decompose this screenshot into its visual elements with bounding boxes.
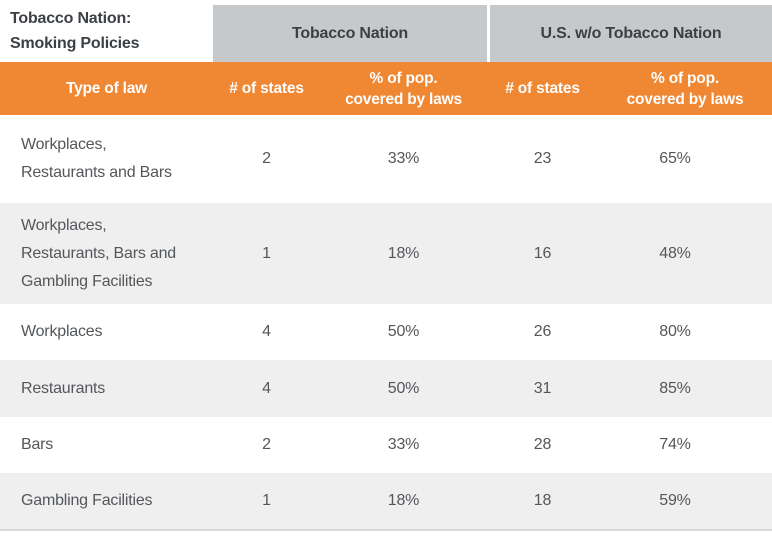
table-row-law-label: Workplaces, Restaurants, Bars and Gambli… <box>0 203 213 304</box>
table-cell-us-states: 26 <box>487 304 598 360</box>
column-header-type-of-law: Type of law <box>0 62 213 115</box>
table-row-law-label: Restaurants <box>0 360 213 417</box>
table-row-law-label: Bars <box>0 417 213 473</box>
table-cell-tn-pct: 33% <box>320 417 487 473</box>
table-bottom-border <box>0 529 772 531</box>
table-cell-tn-pct: 50% <box>320 304 487 360</box>
table-cell-us-states: 18 <box>487 473 598 529</box>
column-header-tn-pct-pop: % of pop. covered by laws <box>320 62 487 115</box>
table-cell-tn-pct: 50% <box>320 360 487 417</box>
group-divider <box>487 5 490 62</box>
table-row-law-label: Workplaces <box>0 304 213 360</box>
column-header-us-pct-pop: % of pop. covered by laws <box>598 62 772 115</box>
table-header-area: Tobacco Nation: Smoking Policies Tobacco… <box>0 0 772 62</box>
table-cell-us-states: 31 <box>487 360 598 417</box>
table-cell-us-states: 23 <box>487 115 598 203</box>
table-cell-us-pct: 65% <box>598 115 772 203</box>
page-title: Tobacco Nation: Smoking Policies <box>10 10 140 52</box>
table-cell-tn-pct: 18% <box>320 203 487 304</box>
table-cell-tn-states: 4 <box>213 360 320 417</box>
data-table: Type of law # of states % of pop. covere… <box>0 62 772 529</box>
table-cell-tn-states: 4 <box>213 304 320 360</box>
table-cell-tn-pct: 33% <box>320 115 487 203</box>
table-cell-tn-states: 2 <box>213 115 320 203</box>
table-cell-tn-states: 1 <box>213 203 320 304</box>
table-row-law-label: Gambling Facilities <box>0 473 213 529</box>
table-cell-us-pct: 85% <box>598 360 772 417</box>
table-cell-us-pct: 59% <box>598 473 772 529</box>
table-cell-tn-states: 2 <box>213 417 320 473</box>
group-header-tobacco-nation: Tobacco Nation <box>213 5 487 62</box>
group-header-us-without-tobacco-nation: U.S. w/o Tobacco Nation <box>490 5 772 62</box>
column-header-us-num-states: # of states <box>487 62 598 115</box>
table-cell-tn-states: 1 <box>213 473 320 529</box>
column-group-band: Tobacco Nation U.S. w/o Tobacco Nation <box>213 5 772 62</box>
column-header-tn-num-states: # of states <box>213 62 320 115</box>
table-row-law-label: Workplaces, Restaurants and Bars <box>0 115 213 203</box>
table-cell-tn-pct: 18% <box>320 473 487 529</box>
table-cell-us-states: 16 <box>487 203 598 304</box>
table-cell-us-pct: 74% <box>598 417 772 473</box>
table-cell-us-pct: 80% <box>598 304 772 360</box>
table-cell-us-pct: 48% <box>598 203 772 304</box>
table-cell-us-states: 28 <box>487 417 598 473</box>
